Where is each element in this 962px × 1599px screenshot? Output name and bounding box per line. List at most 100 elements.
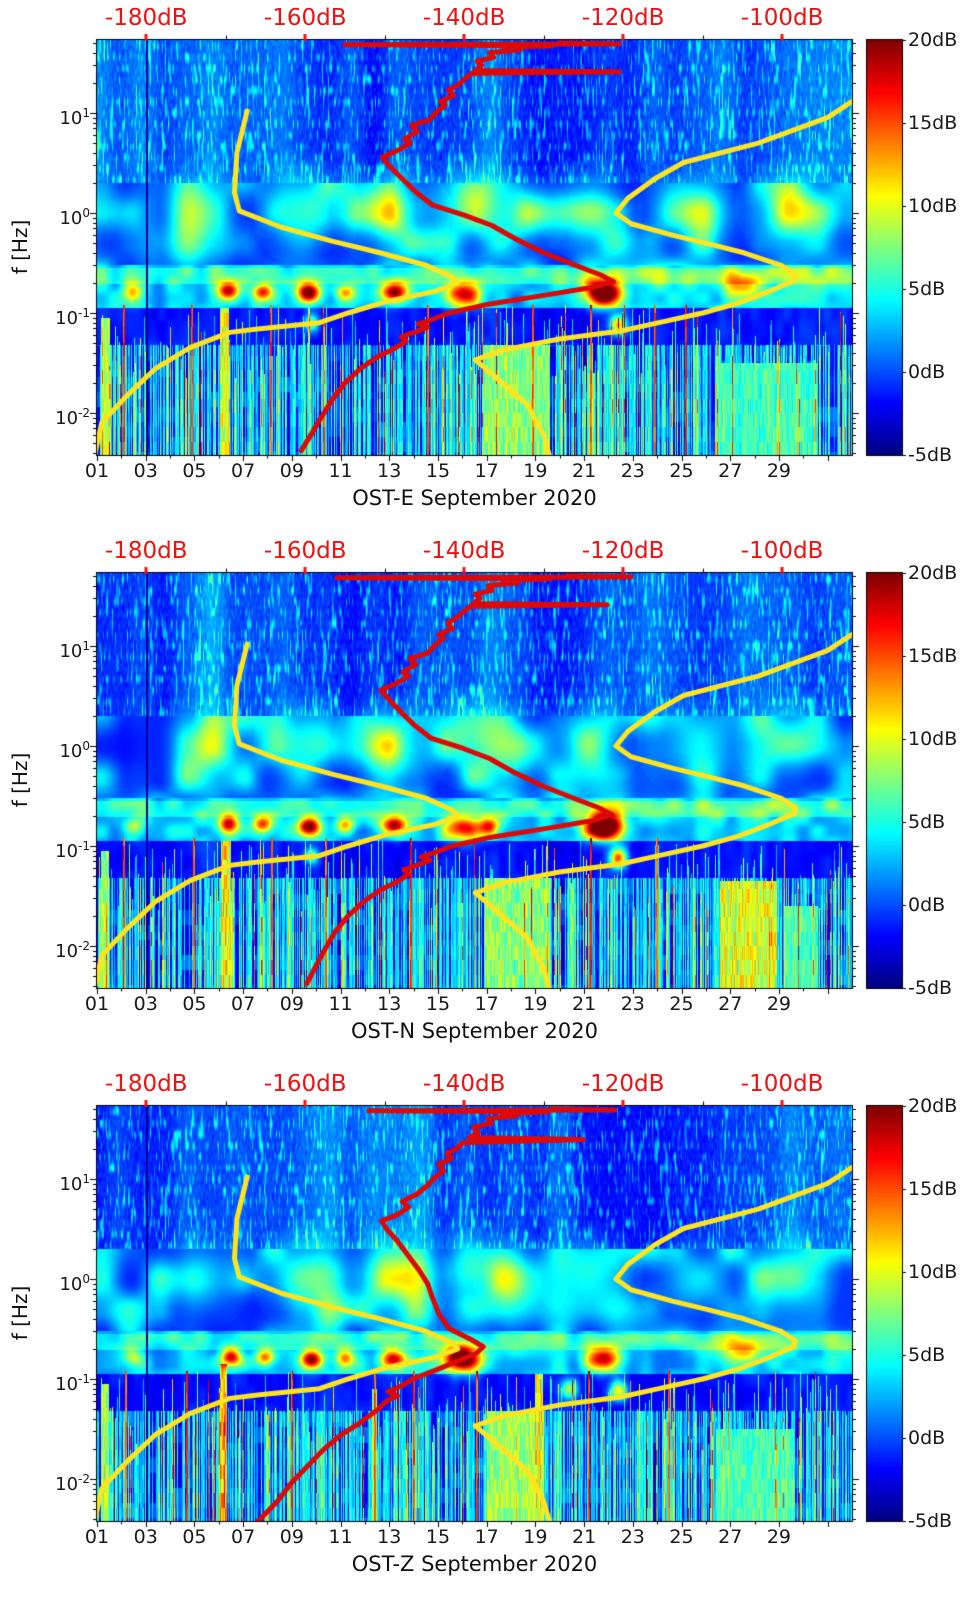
x-tick-label: 25 — [669, 460, 694, 482]
top-axis-label: -180dB — [104, 538, 188, 564]
x-tick-label: 21 — [572, 460, 597, 482]
top-axis-label: -180dB — [104, 5, 188, 31]
colorbar-tick-label: 15dB — [908, 1178, 958, 1200]
spectrogram-panel-ost-n: f [Hz] OST-N September 2020 -180dB -160dB… — [0, 533, 962, 1066]
y-tick-label: 10-2 — [55, 1471, 90, 1495]
colorbar-tick-label: 10dB — [908, 195, 958, 217]
colorbar-tick-label: 0dB — [908, 361, 946, 383]
x-tick-label: 15 — [425, 993, 451, 1015]
y-tick-label: 10-2 — [55, 938, 90, 962]
spectrogram-canvas-ost-e — [0, 0, 962, 533]
y-tick-label: 100 — [59, 1271, 90, 1295]
y-tick-label: 101 — [59, 638, 90, 662]
x-tick-label: 11 — [328, 1526, 353, 1548]
panel-title-ost-e: OST-E September 2020 — [352, 486, 597, 510]
x-tick-label: 01 — [84, 993, 110, 1015]
colorbar-tick-label: 10dB — [908, 1261, 958, 1283]
x-tick-label: 09 — [279, 460, 304, 482]
y-axis-label: f [Hz] — [8, 1285, 32, 1341]
colorbar-tick-label: 15dB — [908, 645, 958, 667]
x-tick-label: 15 — [425, 460, 451, 482]
y-tick-label: 101 — [59, 105, 90, 129]
x-tick-label: 05 — [182, 993, 207, 1015]
x-tick-label: 13 — [377, 1526, 402, 1548]
colorbar-tick-label: -5dB — [908, 1510, 953, 1532]
y-tick-label: 100 — [59, 738, 90, 762]
x-tick-label: 21 — [572, 993, 597, 1015]
x-tick-label: 23 — [620, 993, 645, 1015]
top-axis-label: -120dB — [581, 538, 665, 564]
x-tick-label: 07 — [231, 1526, 256, 1548]
colorbar-tick-label: 20dB — [908, 562, 958, 584]
x-tick-label: 23 — [620, 460, 645, 482]
x-tick-label: 21 — [572, 1526, 597, 1548]
spectrogram-canvas-ost-z — [0, 1066, 962, 1599]
x-tick-label: 19 — [523, 993, 548, 1015]
panel-title-ost-n: OST-N September 2020 — [351, 1019, 598, 1043]
x-tick-label: 07 — [231, 993, 256, 1015]
spectrogram-panel-ost-e: f [Hz] OST-E September 2020 -180dB -160dB… — [0, 0, 962, 533]
x-tick-label: 03 — [133, 460, 158, 482]
x-tick-label: 11 — [328, 460, 353, 482]
y-tick-label: 10-1 — [55, 305, 90, 329]
x-tick-label: 19 — [523, 460, 548, 482]
colorbar-tick-label: 15dB — [908, 112, 958, 134]
y-tick-label: 101 — [59, 1171, 90, 1195]
x-tick-label: 29 — [766, 1526, 792, 1548]
x-tick-label: 29 — [766, 993, 792, 1015]
top-axis-label: -180dB — [104, 1071, 188, 1097]
x-tick-label: 23 — [620, 1526, 645, 1548]
colorbar-tick-label: -5dB — [908, 444, 953, 466]
y-tick-label: 100 — [59, 205, 90, 229]
y-tick-label: 10-2 — [55, 405, 90, 429]
x-tick-label: 01 — [84, 1526, 110, 1548]
x-tick-label: 17 — [474, 460, 499, 482]
top-axis-label: -120dB — [581, 5, 665, 31]
top-axis-label: -160dB — [263, 5, 347, 31]
x-tick-label: 01 — [84, 460, 110, 482]
colorbar-tick-label: 0dB — [908, 1427, 946, 1449]
x-tick-label: 07 — [231, 460, 256, 482]
top-axis-label: -160dB — [263, 538, 347, 564]
x-tick-label: 05 — [182, 460, 207, 482]
spectrogram-panel-ost-z: f [Hz] OST-Z September 2020 -180dB -160dB… — [0, 1066, 962, 1599]
y-tick-label: 10-1 — [55, 1371, 90, 1395]
x-tick-label: 27 — [718, 460, 743, 482]
x-tick-label: 29 — [766, 460, 792, 482]
x-tick-label: 17 — [474, 993, 499, 1015]
x-tick-label: 25 — [669, 993, 694, 1015]
top-axis-label: -140dB — [422, 5, 506, 31]
y-tick-label: 10-1 — [55, 838, 90, 862]
colorbar-tick-label: 5dB — [908, 1344, 946, 1366]
x-tick-label: 27 — [718, 993, 743, 1015]
colorbar-tick-label: 20dB — [908, 29, 958, 51]
x-tick-label: 13 — [377, 993, 402, 1015]
top-axis-label: -100dB — [740, 5, 824, 31]
x-tick-label: 25 — [669, 1526, 694, 1548]
x-tick-label: 09 — [279, 993, 304, 1015]
colorbar-tick-label: 10dB — [908, 728, 958, 750]
x-tick-label: 17 — [474, 1526, 499, 1548]
x-tick-label: 19 — [523, 1526, 548, 1548]
y-axis-label: f [Hz] — [8, 219, 32, 275]
x-tick-label: 03 — [133, 993, 158, 1015]
top-axis-label: -100dB — [740, 1071, 824, 1097]
x-tick-label: 11 — [328, 993, 353, 1015]
colorbar-tick-label: 5dB — [908, 811, 946, 833]
top-axis-label: -140dB — [422, 1071, 506, 1097]
x-tick-label: 09 — [279, 1526, 304, 1548]
y-axis-label: f [Hz] — [8, 752, 32, 808]
top-axis-label: -160dB — [263, 1071, 347, 1097]
colorbar-tick-label: 5dB — [908, 278, 946, 300]
panel-title-ost-z: OST-Z September 2020 — [351, 1552, 598, 1576]
x-tick-label: 15 — [425, 1526, 451, 1548]
x-tick-label: 27 — [718, 1526, 743, 1548]
top-axis-label: -120dB — [581, 1071, 665, 1097]
spectrogram-canvas-ost-n — [0, 533, 962, 1066]
colorbar-tick-label: -5dB — [908, 977, 953, 999]
colorbar-tick-label: 20dB — [908, 1095, 958, 1117]
x-tick-label: 03 — [133, 1526, 158, 1548]
top-axis-label: -100dB — [740, 538, 824, 564]
x-tick-label: 13 — [377, 460, 402, 482]
